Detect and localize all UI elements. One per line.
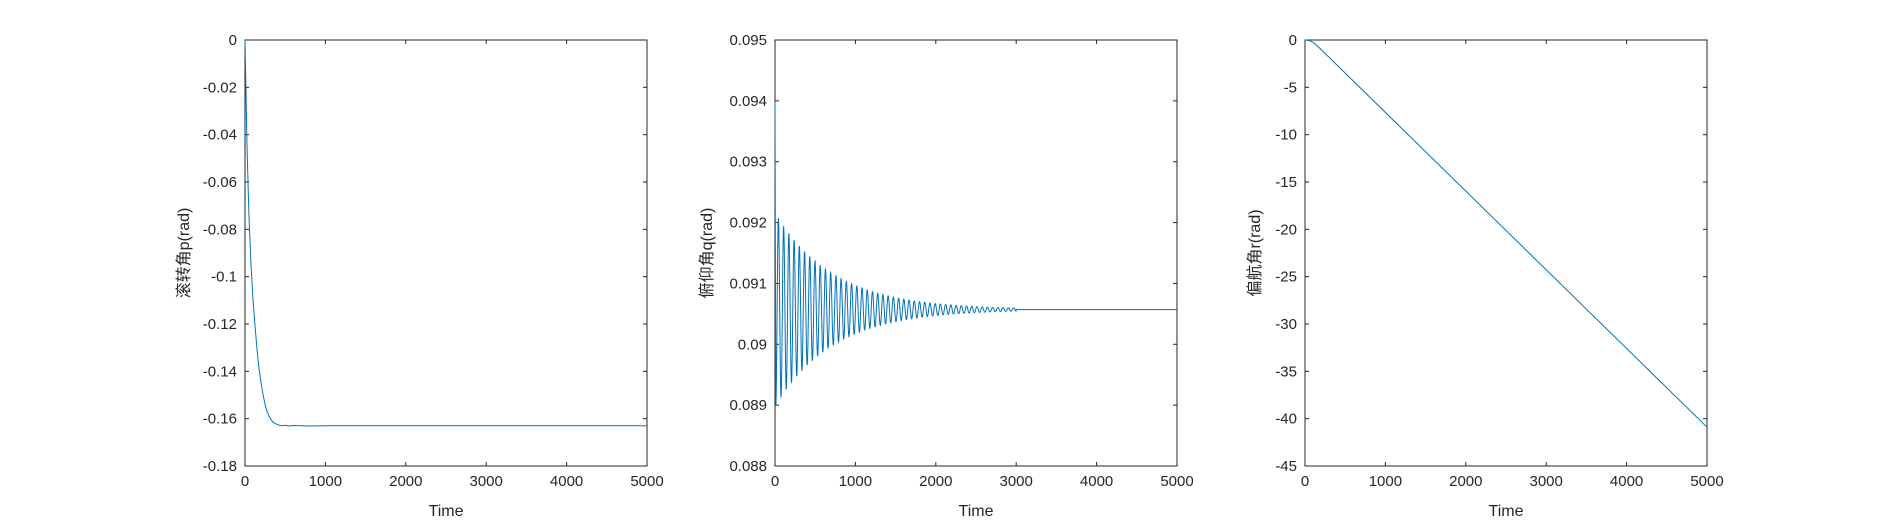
y-tick-label: -0.1 [211, 269, 237, 286]
chart-panel-roll: 0 1000 2000 3000 4000 5000 0 -0.02 -0.04 -0.06 -0.… [175, 32, 664, 520]
x-tick-label: 3000 [470, 473, 503, 490]
x-tick-label: 0 [771, 473, 779, 490]
axes-box [244, 39, 648, 467]
chart-panel-yaw: 0 1000 2000 3000 4000 5000 0 -5 -10 -15 -20 -25 -30 -… [1246, 32, 1724, 520]
y-tick-label: -0.02 [203, 79, 237, 96]
x-tick-label: 4000 [1080, 473, 1113, 490]
x-tick-label: 3000 [1530, 473, 1563, 490]
x-tick-label: 5000 [1690, 473, 1723, 490]
chart-panel-pitch: 0 1000 2000 3000 4000 5000 0.088 0.089 0.09 0.091… [698, 32, 1194, 520]
yaw-marks: 0 1000 2000 3000 4000 5000 0 -5 -10 -15 -20 -25 -30 -… [1275, 32, 1723, 490]
x-tick-label: 1000 [309, 473, 342, 490]
x-axis-label: Time [959, 503, 994, 520]
y-tick-label: -30 [1275, 316, 1297, 333]
y-tick-label: -0.06 [203, 174, 237, 191]
x-axis-label: Time [1489, 503, 1524, 520]
y-tick-label: 0.088 [729, 458, 767, 475]
y-tick-label: -20 [1275, 221, 1297, 238]
roll-marks: 0 1000 2000 3000 4000 5000 0 -0.02 -0.04 -0.06 -0.… [203, 32, 664, 490]
x-axis-label: Time [429, 503, 464, 520]
x-tick-label: 4000 [1610, 473, 1643, 490]
x-tick-label: 2000 [1449, 473, 1482, 490]
y-tick-label: -45 [1275, 458, 1297, 475]
y-tick-label: 0.091 [729, 275, 767, 292]
y-tick-label: 0.093 [729, 154, 767, 171]
y-tick-label: -35 [1275, 363, 1297, 380]
x-tick-label: 0 [241, 473, 249, 490]
y-tick-label: -0.16 [203, 411, 237, 428]
x-tick-label: 4000 [550, 473, 583, 490]
y-tick-label: 0 [1289, 32, 1297, 49]
x-tick-label: 0 [1301, 473, 1309, 490]
y-tick-label: -15 [1275, 174, 1297, 191]
axes-box [1304, 39, 1708, 467]
y-tick-label: -25 [1275, 269, 1297, 286]
y-axis-label: 俯仰角q(rad) [698, 208, 716, 299]
y-tick-label: -40 [1275, 411, 1297, 428]
y-tick-label: -0.12 [203, 316, 237, 333]
y-tick-label: 0.092 [729, 215, 767, 232]
x-tick-label: 3000 [1000, 473, 1033, 490]
series-line [774, 100, 1177, 406]
series-line [1304, 39, 1708, 428]
y-tick-label: -0.08 [203, 221, 237, 238]
y-tick-label: -0.04 [203, 127, 237, 144]
x-tick-label: 5000 [1160, 473, 1193, 490]
pitch-marks: 0 1000 2000 3000 4000 5000 0.088 0.089 0.09 0.091… [729, 32, 1193, 490]
y-axis-label: 偏航角r(rad) [1246, 209, 1264, 296]
x-tick-label: 2000 [919, 473, 952, 490]
y-tick-label: 0.09 [738, 336, 767, 353]
axes-box [774, 39, 1178, 467]
series-line [244, 39, 647, 427]
x-tick-label: 1000 [1369, 473, 1402, 490]
x-tick-label: 5000 [630, 473, 663, 490]
y-tick-label: -5 [1284, 79, 1297, 96]
x-tick-label: 2000 [389, 473, 422, 490]
y-tick-label: 0.095 [729, 32, 767, 49]
x-tick-label: 1000 [839, 473, 872, 490]
y-axis-label: 滚转角p(rad) [175, 208, 193, 299]
y-tick-label: -0.18 [203, 458, 237, 475]
y-tick-label: 0.094 [729, 93, 767, 110]
y-tick-label: 0.089 [729, 397, 767, 414]
y-tick-label: -10 [1275, 127, 1297, 144]
y-tick-label: 0 [229, 32, 237, 49]
y-tick-label: -0.14 [203, 363, 237, 380]
